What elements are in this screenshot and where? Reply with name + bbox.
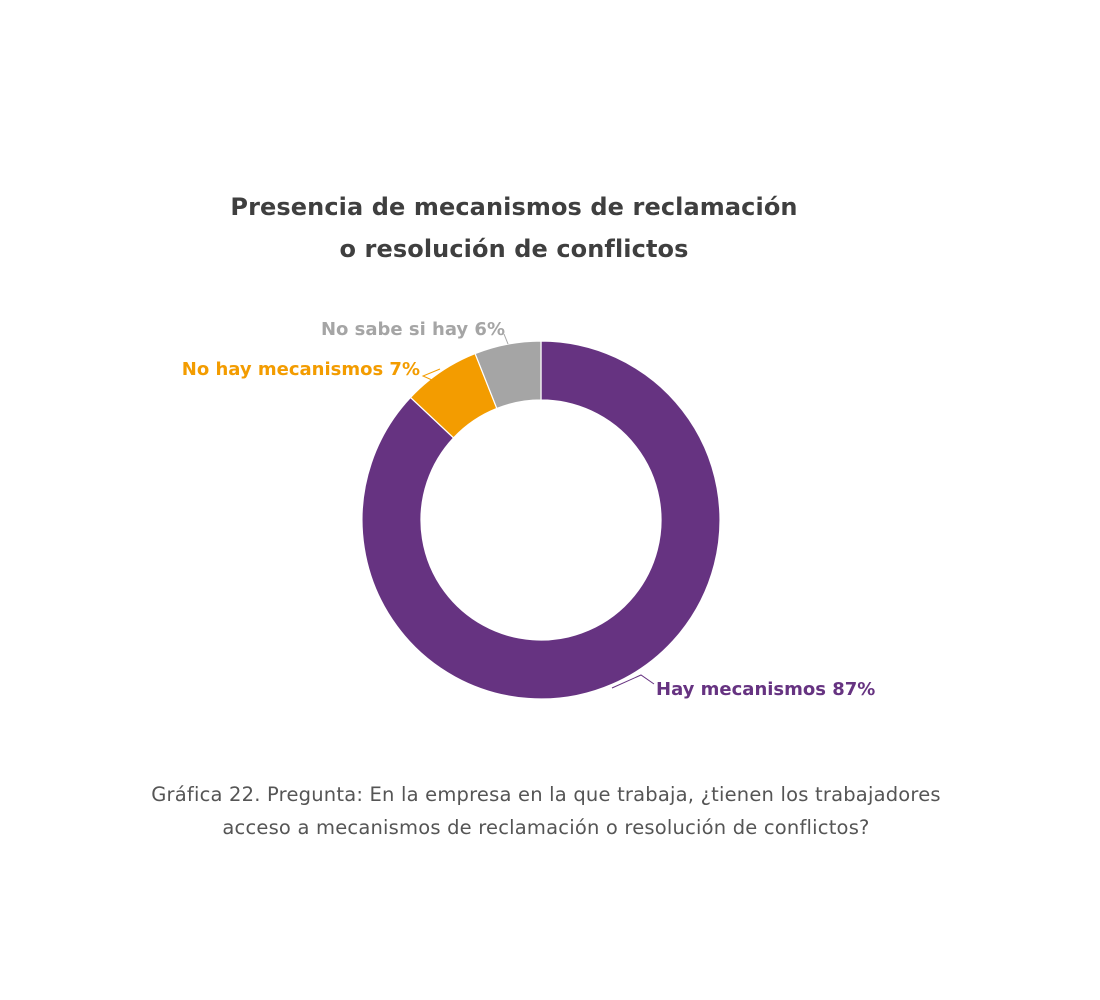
leader-lines [421,333,655,689]
leader-line-no-hay-mecanismos [421,368,441,381]
leader-line-no-sabe-si-hay [503,333,509,345]
slice-hay-mecanismos [361,340,721,700]
data-label-hay-mecanismos: Hay mecanismos 87% [656,679,875,700]
donut-slices [361,340,721,700]
data-label-no-sabe-si-hay: No sabe si hay 6% [321,319,505,340]
chart-title-line-2: o resolución de conflictos [339,235,689,263]
chart-title-line-1: Presencia de mecanismos de reclamación [230,193,798,221]
data-label-no-hay-mecanismos: No hay mecanismos 7% [182,359,420,380]
caption-line-1: Gráfica 22. Pregunta: En la empresa en l… [151,783,941,806]
data-labels: Hay mecanismos 87% No hay mecanismos 7% No… [182,319,876,700]
chart-title: Presencia de mecanismos de reclamación o… [194,186,834,270]
slice-no-sabe-si-hay [474,340,542,410]
leader-line-hay-mecanismos [611,674,655,689]
caption-line-2: acceso a mecanismos de reclamación o res… [222,816,870,839]
figure-caption: Gráfica 22. Pregunta: En la empresa en l… [100,778,992,844]
